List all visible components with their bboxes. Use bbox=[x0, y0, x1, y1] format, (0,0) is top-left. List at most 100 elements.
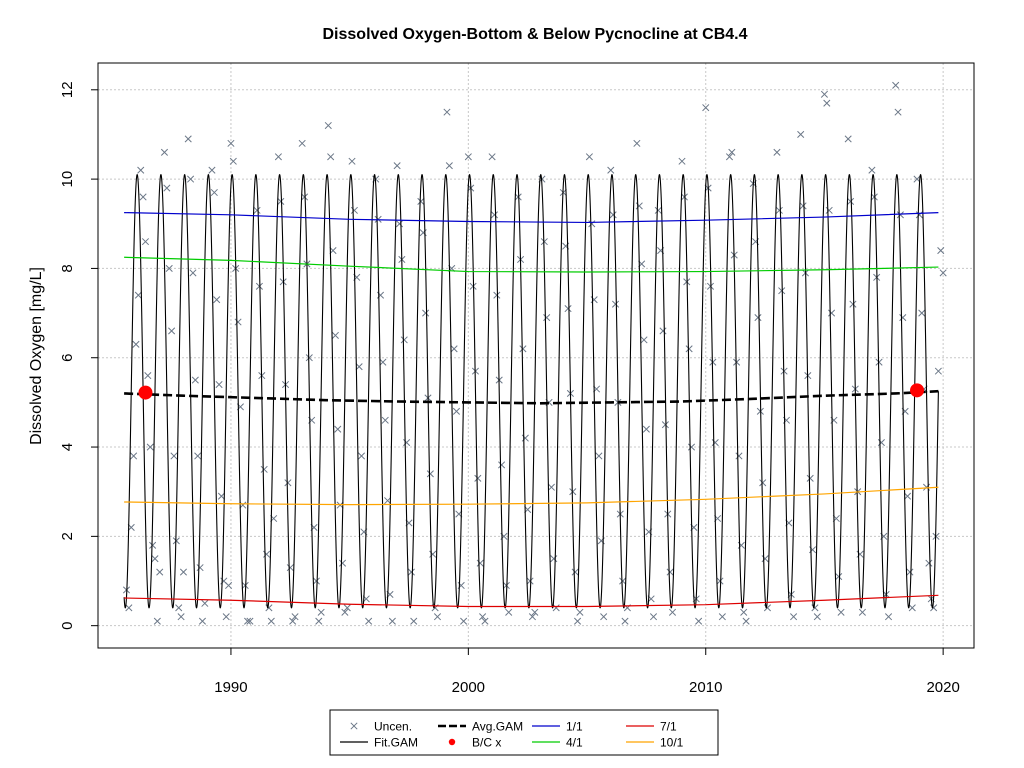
observation-point bbox=[778, 287, 786, 295]
observation-point bbox=[846, 197, 855, 205]
observation-point bbox=[505, 608, 513, 616]
observation-point bbox=[775, 206, 783, 214]
observation-point bbox=[906, 568, 914, 576]
legend-box bbox=[329, 709, 719, 756]
observation-point bbox=[725, 153, 734, 161]
legend-label: B/C x bbox=[472, 736, 501, 750]
observation-point bbox=[213, 296, 221, 304]
observation-point bbox=[611, 300, 620, 308]
series-line-avg-gam bbox=[124, 389, 939, 405]
observation-point bbox=[289, 617, 297, 625]
observation-point bbox=[426, 470, 434, 478]
observation-point bbox=[600, 613, 608, 621]
series-line-7-1 bbox=[124, 594, 939, 608]
observation-point bbox=[450, 345, 458, 353]
observation-point bbox=[179, 568, 188, 576]
observation-point bbox=[317, 608, 325, 616]
y-axis-label: Dissolved Oxygen [mg/L] bbox=[28, 267, 45, 445]
observation-point bbox=[198, 617, 207, 625]
observation-point bbox=[659, 327, 667, 335]
observation-point bbox=[702, 104, 710, 112]
y-tick-label: 12 bbox=[59, 81, 76, 98]
observation-point bbox=[343, 604, 351, 612]
legend: Uncen. Fit.GAM Avg.GAM B/C x 1/1 4/1 7/1 10/1 bbox=[329, 709, 719, 756]
observation-point bbox=[799, 202, 807, 210]
observation-point bbox=[341, 608, 349, 616]
observation-point bbox=[244, 617, 252, 625]
observation-point bbox=[728, 148, 736, 156]
observation-point bbox=[284, 479, 292, 487]
y-tick-label: 0 bbox=[59, 621, 76, 629]
observation-point bbox=[187, 175, 195, 183]
observation-point bbox=[260, 465, 268, 473]
observation-point bbox=[687, 443, 696, 451]
observation-point bbox=[338, 559, 347, 567]
observation-point bbox=[633, 139, 641, 147]
observation-point bbox=[379, 358, 387, 366]
observation-point bbox=[175, 604, 183, 612]
observation-point bbox=[635, 202, 643, 210]
observation-point bbox=[588, 220, 596, 228]
y-tick-label: 2 bbox=[59, 532, 76, 540]
observation-point bbox=[849, 300, 857, 308]
observation-point bbox=[773, 148, 781, 156]
x-axis: 1990 2000 2010 2020 bbox=[214, 647, 960, 696]
observation-point bbox=[395, 220, 404, 228]
observation-point bbox=[191, 376, 199, 384]
observation-point bbox=[422, 309, 430, 317]
observation-point bbox=[868, 166, 876, 174]
observation-point bbox=[227, 139, 235, 147]
legend-label: 4/1 bbox=[566, 736, 583, 750]
series-layer bbox=[122, 81, 947, 625]
series-line-4-1 bbox=[124, 256, 939, 273]
observation-point bbox=[286, 564, 294, 572]
observation-point bbox=[877, 439, 885, 447]
observation-point bbox=[908, 604, 916, 612]
observation-point bbox=[476, 559, 484, 567]
observation-point bbox=[194, 452, 202, 460]
observation-point bbox=[718, 613, 726, 621]
chart-title: Dissolved Oxygen-Bottom & Below Pycnocli… bbox=[323, 26, 748, 43]
observation-point bbox=[460, 617, 468, 625]
observation-point bbox=[132, 340, 140, 348]
observation-point bbox=[892, 81, 900, 89]
observation-point bbox=[619, 577, 627, 585]
observation-point bbox=[552, 604, 560, 612]
observation-point bbox=[184, 135, 192, 143]
observation-point bbox=[357, 452, 366, 460]
observation-point bbox=[759, 479, 767, 487]
observation-point bbox=[939, 269, 947, 277]
observation-point bbox=[253, 206, 261, 214]
observation-point bbox=[168, 327, 176, 335]
observation-point bbox=[547, 483, 555, 491]
observation-point bbox=[291, 613, 299, 621]
legend-marker bbox=[350, 722, 358, 730]
observation-point bbox=[716, 577, 724, 585]
observation-point bbox=[498, 461, 506, 469]
observation-point bbox=[163, 184, 171, 192]
observation-point bbox=[742, 617, 750, 625]
observation-point bbox=[196, 564, 204, 572]
observation-point bbox=[528, 613, 536, 621]
observation-point bbox=[607, 166, 615, 174]
observation-point bbox=[327, 153, 335, 161]
observation-point bbox=[393, 162, 401, 170]
observation-point bbox=[334, 425, 342, 433]
observation-point bbox=[754, 313, 762, 322]
observation-point bbox=[445, 162, 453, 170]
observation-point bbox=[903, 492, 912, 500]
observation-point bbox=[837, 608, 845, 616]
observation-point bbox=[433, 613, 442, 621]
observation-point bbox=[564, 305, 572, 313]
observation-point bbox=[642, 425, 650, 433]
observation-point bbox=[640, 336, 648, 344]
observation-point bbox=[526, 577, 534, 585]
observation-point bbox=[137, 166, 145, 174]
observation-point bbox=[835, 572, 843, 581]
observation-point bbox=[609, 211, 617, 219]
legend-marker bbox=[448, 738, 456, 746]
observation-point bbox=[481, 617, 489, 625]
observation-point bbox=[813, 613, 821, 621]
y-tick-label: 8 bbox=[59, 264, 76, 272]
observation-point bbox=[222, 613, 230, 621]
